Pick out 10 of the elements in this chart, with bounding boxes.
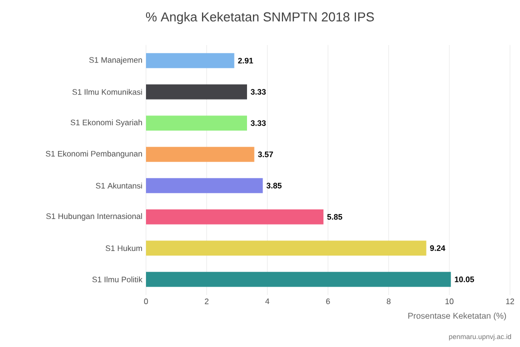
bar [146, 146, 254, 162]
bar [146, 209, 324, 224]
bar [146, 116, 248, 131]
chart-title: % Angka Keketatan SNMPTN 2018 IPS [146, 12, 374, 24]
x-axis-title: Prosentase Keketatan (%) [408, 312, 506, 320]
bar [146, 178, 263, 194]
bar [146, 240, 426, 256]
bar [146, 84, 248, 100]
bar [146, 272, 451, 287]
bar [146, 53, 234, 68]
